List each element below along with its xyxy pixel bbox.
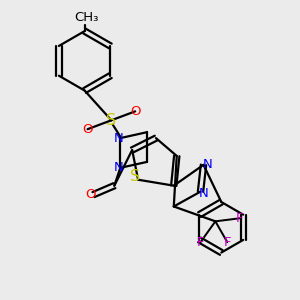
Text: F: F [197,236,204,249]
Text: N: N [203,158,213,171]
Text: O: O [130,105,140,118]
Text: F: F [236,212,243,225]
Text: O: O [82,123,93,136]
Text: S: S [130,169,140,184]
Text: N: N [199,187,208,200]
Text: N: N [114,161,124,174]
Text: F: F [224,236,231,249]
Text: S: S [106,113,116,128]
Text: CH₃: CH₃ [74,11,98,24]
Text: N: N [114,132,124,145]
Text: O: O [85,188,96,201]
